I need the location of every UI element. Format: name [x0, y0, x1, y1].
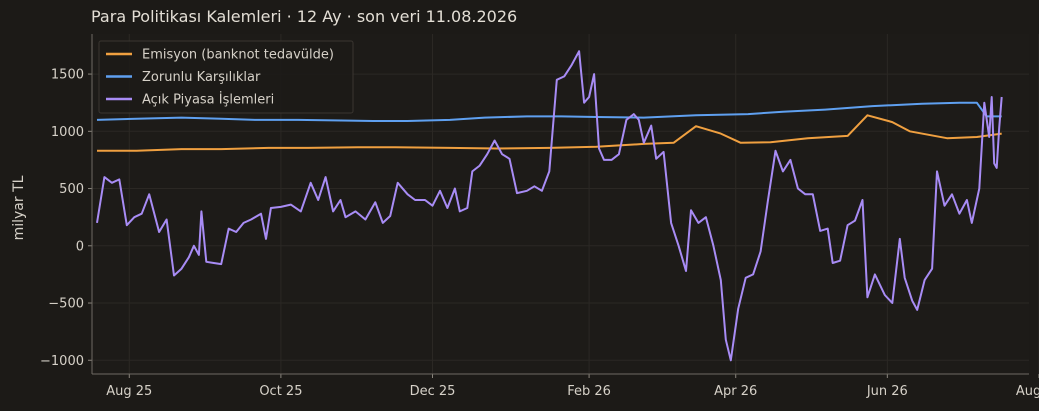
legend-entry: Emisyon (banknot tedavülde)	[142, 48, 334, 63]
legend: Emisyon (banknot tedavülde) Zorunlu Karşı…	[98, 40, 354, 114]
legend-entry: Zorunlu Karşılıklar	[142, 70, 261, 85]
x-tick-label: Jun 26	[866, 384, 908, 399]
y-tick-label: −500	[48, 297, 84, 312]
y-tick-label: 1500	[51, 68, 84, 83]
x-tick-label: Feb 26	[567, 384, 611, 399]
x-tick-label: Apr 26	[714, 384, 757, 399]
legend-entry: Açık Piyasa İşlemleri	[142, 92, 274, 108]
y-tick-label: 1000	[51, 125, 84, 140]
legend-box	[98, 40, 354, 114]
chart-title: Para Politikası Kalemleri · 12 Ay · son …	[91, 7, 518, 26]
series-line-2	[96, 101, 1002, 122]
series-line-1	[97, 114, 1002, 152]
y-tick-label: −1000	[40, 354, 84, 369]
x-tick-label: Oct 25	[259, 384, 302, 399]
x-tick-label: Aug 26	[1016, 384, 1039, 399]
x-tick-label: Aug 25	[106, 384, 152, 399]
x-tick-label: Dec 25	[410, 384, 456, 399]
y-axis-label: milyar TL	[11, 175, 27, 240]
series-line-3	[96, 50, 1003, 362]
y-tick-label: 500	[59, 182, 84, 197]
y-tick-label: 0	[76, 239, 84, 254]
axes: −1000 −500 0 500 1000 1500 Aug 25 Oct 25 Dec 25 F…	[11, 34, 1039, 399]
series	[96, 50, 1003, 362]
